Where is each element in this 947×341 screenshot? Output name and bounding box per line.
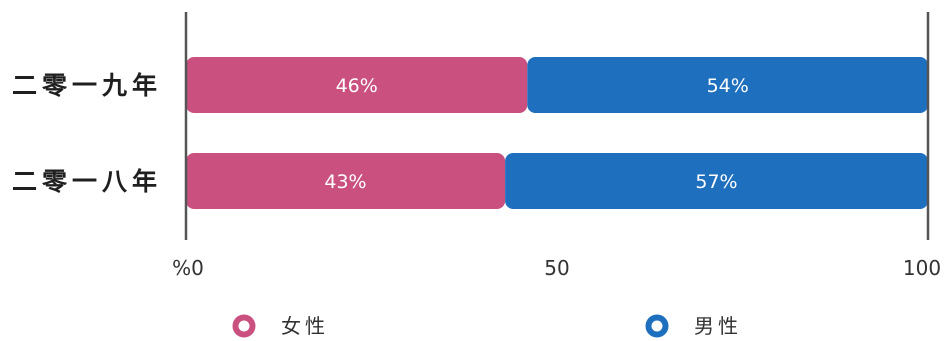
bar-female-1 (186, 153, 506, 209)
data-label-female-0: 46% (336, 75, 378, 97)
bar-female-0 (186, 57, 528, 113)
x-tick-label-2: 100 (903, 256, 941, 280)
x-tick-labels: %0 50 100 (172, 256, 941, 280)
bar-male-0 (527, 57, 928, 113)
data-label-male-0: 54% (707, 75, 749, 97)
data-labels: 46% 54% 43% 57% (324, 75, 748, 193)
bar-male-1 (505, 153, 928, 209)
axis-lines (184, 12, 930, 240)
legend-label-male: 男性 (694, 314, 742, 338)
category-label-0: 二零一九年 (12, 71, 162, 100)
category-label-1: 二零一八年 (12, 167, 162, 196)
data-label-female-1: 43% (324, 171, 366, 193)
legend-label-female: 女性 (281, 314, 329, 338)
bars-group (186, 57, 928, 209)
data-label-male-1: 57% (695, 171, 737, 193)
x-tick-label-0: %0 (172, 256, 204, 280)
legend: 女性 男性 (232, 314, 742, 338)
x-tick-label-1: 50 (544, 256, 569, 280)
legend-marker-female-icon (232, 314, 256, 338)
legend-marker-male-icon (645, 314, 669, 338)
